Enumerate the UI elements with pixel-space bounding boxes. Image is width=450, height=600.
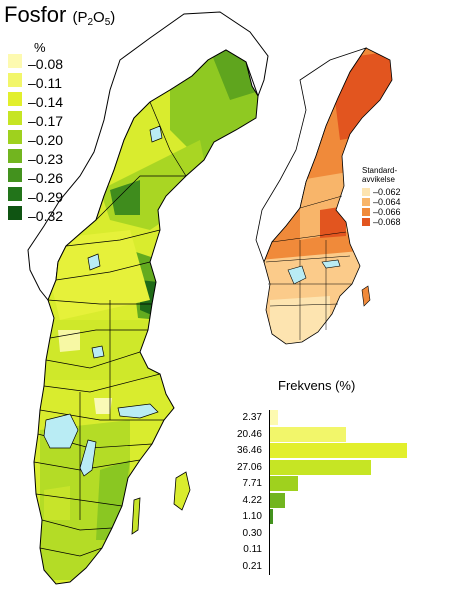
legend-swatch <box>8 168 22 182</box>
legend-swatch <box>8 92 22 106</box>
histogram-bar <box>269 410 278 425</box>
histogram-value-label: 7.71 <box>242 478 262 489</box>
inset-legend-label: –0.064 <box>373 197 401 207</box>
legend-swatch <box>8 73 22 87</box>
histogram-bar <box>269 443 407 458</box>
lake-vattern <box>79 439 97 477</box>
inset-legend-swatch <box>362 218 370 226</box>
legend-label: –0.20 <box>28 132 64 148</box>
histogram-bar <box>269 426 347 442</box>
legend-label: –0.11 <box>28 75 62 91</box>
inset-legend-label: –0.062 <box>373 187 401 197</box>
inset-island-gotland <box>361 285 371 307</box>
lake-malaren <box>117 403 159 419</box>
histogram-row: 0.21 <box>220 558 450 576</box>
legend-item: –0.29 <box>8 187 98 206</box>
legend-label: –0.23 <box>28 151 64 167</box>
legend-label: –0.29 <box>28 189 64 205</box>
lake-siljan <box>91 345 105 359</box>
histogram-row: 2.37 <box>220 410 450 427</box>
legend-item: –0.26 <box>8 168 98 187</box>
frequency-title: Frekvens (%) <box>278 378 356 393</box>
title-main: Fosfor <box>4 2 67 27</box>
histogram-value-label: 0.30 <box>242 527 262 539</box>
island-oland <box>131 497 141 535</box>
inset-legend-item: –0.064 <box>362 197 450 207</box>
legend-item: –0.11 <box>8 73 98 92</box>
legend-item: –0.32 <box>8 206 98 225</box>
inset-legend-item: –0.062 <box>362 187 450 197</box>
inset-legend-title-2: avvikelse <box>362 175 395 184</box>
inset-county-borders <box>265 195 352 340</box>
histogram-bar <box>269 492 285 508</box>
lakes <box>43 125 163 477</box>
lake-storsjon <box>87 253 101 271</box>
legend-item: –0.17 <box>8 111 98 130</box>
legend-swatch <box>8 111 22 125</box>
legend-swatch <box>8 187 22 201</box>
inset-legend-swatch <box>362 188 370 196</box>
histogram-row: 20.46 <box>220 426 450 444</box>
inset-legend-label: –0.066 <box>373 207 401 217</box>
legend-swatch <box>8 149 22 163</box>
legend-label: –0.17 <box>28 113 64 129</box>
legend-item: –0.20 <box>8 130 98 149</box>
histogram-row: 1.10 <box>220 509 450 526</box>
histogram-row: 0.30 <box>220 525 450 543</box>
legend-item: –0.08 <box>8 54 98 73</box>
histogram-row: 7.71 <box>220 476 450 493</box>
legend-label: –0.14 <box>28 94 64 110</box>
legend-item: –0.14 <box>8 92 98 111</box>
inset-legend-items: –0.062 –0.064 –0.066 –0.068 <box>362 187 450 227</box>
title-chemical-formula: (P2O5) <box>72 9 116 28</box>
histogram-value-label: 27.06 <box>236 461 262 473</box>
inset-lake-malaren <box>321 259 341 269</box>
histogram-bar <box>269 476 299 491</box>
legend-label: –0.08 <box>28 56 64 72</box>
legend-swatch <box>8 130 22 144</box>
histogram-value-label: 0.11 <box>243 544 262 555</box>
histogram-row: 4.22 <box>220 492 450 510</box>
histogram-row: 0.11 <box>220 542 450 559</box>
inset-legend-swatch <box>362 198 370 206</box>
inset-legend: Standard- avvikelse –0.062 –0.064 –0.066 –0… <box>362 166 450 227</box>
inset-lake <box>287 265 307 285</box>
legend-unit: % <box>34 40 46 55</box>
histogram-row: 36.46 <box>220 443 450 460</box>
legend-item: –0.23 <box>8 149 98 168</box>
island-gotland <box>173 471 191 511</box>
map-title: Fosfor (P2O5) <box>4 2 115 36</box>
inset-legend-title-1: Standard- <box>362 166 398 175</box>
inset-sweden-outline <box>263 47 393 345</box>
legend-swatch <box>8 54 22 68</box>
histogram-value-label: 2.37 <box>242 412 262 423</box>
lake-vanern <box>43 413 79 449</box>
inset-legend-item: –0.066 <box>362 207 450 217</box>
inset-legend-item: –0.068 <box>362 217 450 227</box>
legend-items: –0.08 –0.11 –0.14 –0.17 –0.20 –0.23 –0.26 –0.29… <box>8 54 98 225</box>
legend-label: –0.26 <box>28 170 64 186</box>
histogram-bar <box>269 459 372 475</box>
frequency-histogram: 2.37 20.46 36.46 27.06 7.71 4.22 1.10 0.30 0.11 0… <box>220 410 450 575</box>
histogram-row: 27.06 <box>220 459 450 477</box>
sweden-outline <box>33 49 259 585</box>
legend-label: –0.32 <box>28 208 64 224</box>
histogram-bar <box>269 509 274 524</box>
histogram-value-label: 20.46 <box>236 428 262 440</box>
lake-north-1 <box>149 125 163 143</box>
legend-swatch <box>8 206 22 220</box>
inset-legend-label: –0.068 <box>373 217 401 227</box>
histogram-value-label: 36.46 <box>236 445 262 456</box>
histogram-axis <box>269 410 270 575</box>
inset-legend-swatch <box>362 208 370 216</box>
histogram-value-label: 0.21 <box>242 560 262 572</box>
histogram-value-label: 1.10 <box>242 511 262 522</box>
histogram-value-label: 4.22 <box>242 494 262 506</box>
